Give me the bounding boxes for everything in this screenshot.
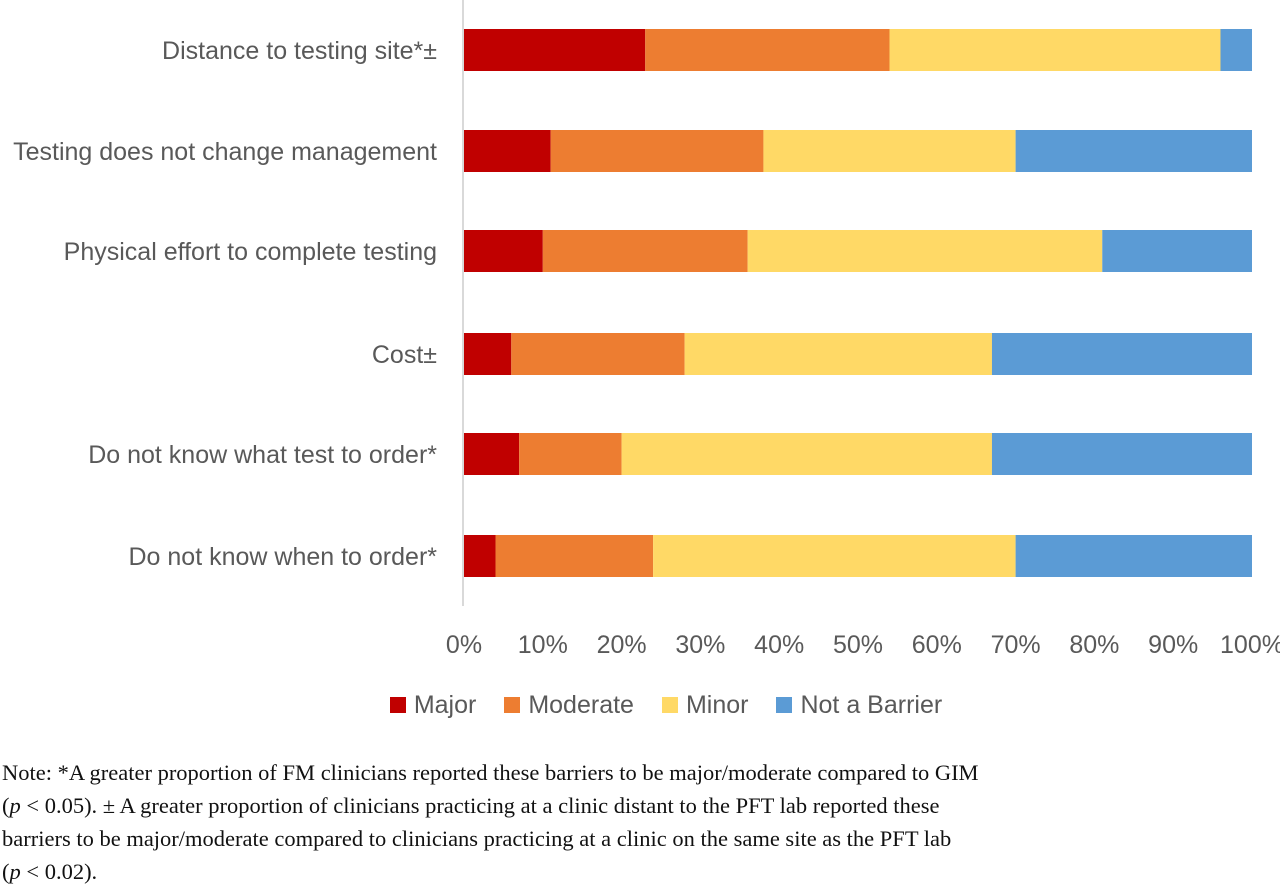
category-label-1: Distance to testing site*± (162, 37, 437, 65)
note-line-3: barriers to be major/moderate compared t… (2, 826, 952, 851)
x-tick-label-3: 20% (597, 631, 647, 659)
note-p-italic-2: p (9, 859, 21, 884)
legend-item-major: Major (389, 690, 477, 720)
x-tick-label-5: 40% (754, 631, 804, 659)
stacked-bar-chart: Distance to testing site*± Testing does n… (13, 0, 1280, 659)
category-label-2: Testing does not change management (13, 138, 437, 166)
figure-note: Note: *A greater proportion of FM clinic… (2, 756, 1272, 888)
legend-swatch (776, 697, 793, 713)
category-label-6: Do not know when to order* (128, 543, 437, 571)
bar-segment-moderate-1 (645, 29, 890, 71)
x-tick-label-11: 100% (1220, 631, 1280, 659)
bar-segment-major-3 (464, 230, 543, 272)
x-tick-label-10: 90% (1148, 631, 1198, 659)
note-line-4-text: < 0.02). (20, 859, 98, 884)
bars-group (464, 29, 1252, 577)
bar-segment-major-5 (464, 433, 520, 475)
category-label-5: Do not know what test to order* (88, 441, 437, 469)
legend-item-minor: Minor (661, 690, 749, 720)
legend-swatch (389, 697, 406, 713)
category-labels: Distance to testing site*± Testing does n… (13, 37, 437, 571)
bar-segment-not-a-barrier-1 (1220, 29, 1252, 71)
bar-segment-not-a-barrier-3 (1102, 230, 1252, 272)
legend-label: Minor (685, 690, 749, 719)
bar-segment-minor-1 (889, 29, 1221, 71)
legend-swatch (661, 697, 678, 713)
bar-segment-moderate-6 (495, 535, 654, 577)
bar-segment-moderate-5 (519, 433, 622, 475)
bar-segment-not-a-barrier-4 (991, 333, 1252, 375)
bar-segment-not-a-barrier-6 (1015, 535, 1252, 577)
bar-segment-not-a-barrier-5 (991, 433, 1252, 475)
note-p-italic-1: p (9, 793, 21, 818)
bar-segment-moderate-3 (542, 230, 748, 272)
bar-segment-major-2 (464, 130, 551, 172)
bar-segment-major-6 (464, 535, 496, 577)
bar-segment-major-4 (464, 333, 512, 375)
bar-segment-minor-4 (684, 333, 992, 375)
legend-item-moderate: Moderate (504, 691, 634, 720)
category-label-4: Cost± (372, 341, 437, 369)
legend-swatch (504, 697, 521, 713)
bar-segment-moderate-4 (511, 333, 685, 375)
legend-item-not-a-barrier: Not a Barrier (776, 691, 942, 720)
x-tick-label-7: 60% (912, 631, 962, 659)
legend-label: Not a Barrier (800, 690, 943, 719)
x-tick-label-1: 0% (446, 631, 482, 659)
bar-segment-minor-5 (621, 433, 992, 475)
bar-segment-minor-6 (653, 535, 1016, 577)
legend-label: Moderate (528, 690, 634, 719)
x-tick-label-8: 70% (991, 631, 1041, 659)
note-line-2-text: < 0.05). ± A greater proportion of clini… (20, 793, 940, 818)
note-line-1: Note: *A greater proportion of FM clinic… (2, 760, 979, 785)
x-tick-label-2: 10% (518, 631, 568, 659)
bar-segment-moderate-2 (550, 130, 764, 172)
legend: Major Moderate Minor Not a Barrier (0, 688, 1280, 722)
x-tick-label-4: 30% (675, 631, 725, 659)
bar-segment-major-1 (464, 29, 646, 71)
note-line-2: (p < 0.05). ± A greater proportion of cl… (2, 793, 940, 818)
x-tick-label-6: 50% (833, 631, 883, 659)
bar-segment-minor-2 (763, 130, 1016, 172)
bar-segment-minor-3 (747, 230, 1103, 272)
x-tick-label-9: 80% (1069, 631, 1119, 659)
note-line-4: (p < 0.02). (2, 859, 98, 884)
legend-label: Major (413, 690, 477, 719)
x-tick-labels: 0% 10% 20% 30% 40% 50% 60% 70% 80% 90% 100% (446, 631, 1280, 659)
category-label-3: Physical effort to complete testing (64, 238, 437, 266)
bar-segment-not-a-barrier-2 (1015, 130, 1252, 172)
